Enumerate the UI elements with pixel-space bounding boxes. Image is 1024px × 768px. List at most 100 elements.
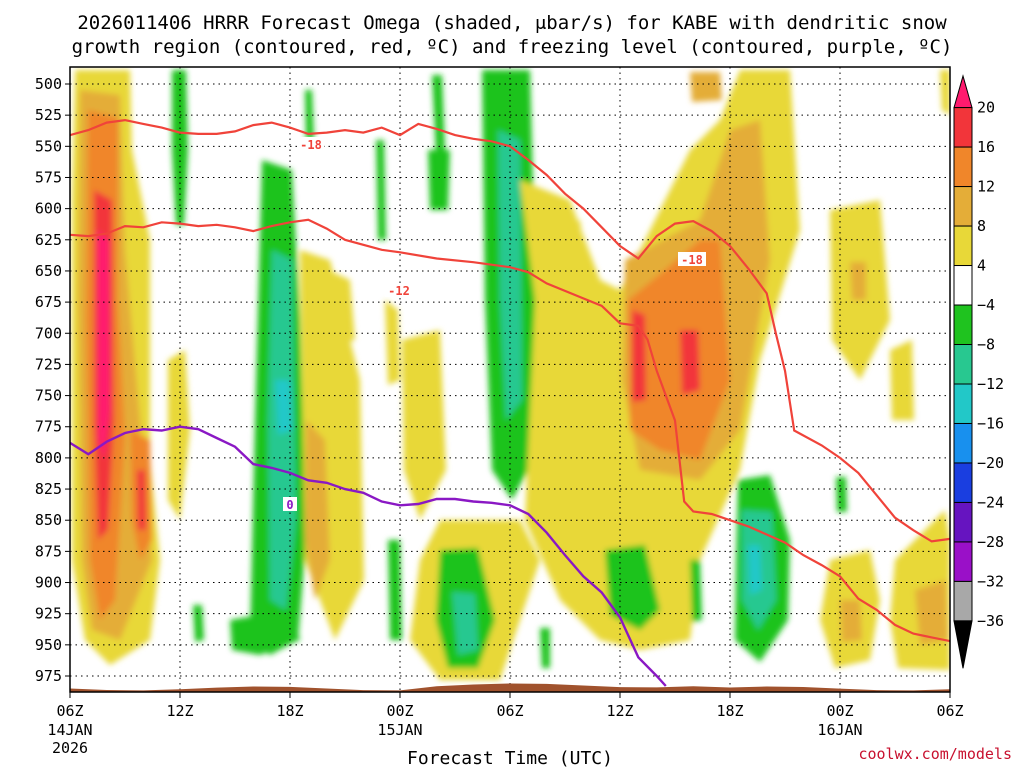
omega-negative-region bbox=[376, 140, 386, 240]
y-tick-label: 575 bbox=[35, 168, 62, 186]
colorbar-segment bbox=[953, 146, 973, 188]
dgz-minus12-label: -12 bbox=[388, 284, 410, 298]
omega-positive-region bbox=[168, 350, 190, 520]
omega-positive-region bbox=[840, 600, 862, 642]
omega-negative-region bbox=[540, 628, 550, 668]
colorbar-label: 20 bbox=[977, 99, 995, 117]
colorbar-segment bbox=[953, 580, 973, 622]
y-tick-label: 775 bbox=[35, 418, 62, 436]
y-tick-label: 950 bbox=[35, 636, 62, 654]
y-tick-label: 750 bbox=[35, 387, 62, 405]
x-tick-date-label: 16JAN bbox=[817, 721, 862, 739]
omega-positive-region bbox=[850, 262, 866, 300]
dgz-minus18-contour bbox=[70, 118, 950, 543]
omega-positive-region bbox=[328, 270, 355, 345]
omega-positive-region bbox=[690, 72, 722, 102]
omega-positive-region bbox=[628, 240, 730, 460]
x-tick-label: 18Z bbox=[716, 702, 743, 720]
x-tick-label: 12Z bbox=[606, 702, 633, 720]
omega-negative-region bbox=[230, 610, 300, 655]
dgz-minus18-label: -18 bbox=[681, 253, 703, 267]
colorbar-segment bbox=[953, 344, 973, 385]
omega-negative-region bbox=[498, 130, 522, 420]
omega-positive-region bbox=[680, 330, 700, 395]
freezing-level-contour bbox=[70, 425, 667, 687]
y-tick-label: 625 bbox=[35, 231, 62, 249]
y-tick-label: 900 bbox=[35, 574, 62, 592]
chart-title-line-2: growth region (contoured, red, ºC) and f… bbox=[72, 36, 953, 58]
x-tick-label: 06Z bbox=[496, 702, 523, 720]
x-tick-date-label: 14JAN bbox=[47, 721, 92, 739]
contour-label-bg bbox=[283, 497, 297, 511]
omega-negative-region bbox=[452, 592, 478, 655]
colorbar-label: 16 bbox=[977, 138, 995, 156]
omega-positive-region bbox=[890, 340, 914, 420]
omega-negative-region bbox=[388, 540, 402, 640]
omega-positive-region bbox=[560, 220, 585, 265]
omega-shading bbox=[72, 70, 950, 680]
y-tick-label: 550 bbox=[35, 137, 62, 155]
colorbar-label: −4 bbox=[977, 296, 995, 314]
y-tick-label: 675 bbox=[35, 293, 62, 311]
x-tick-date-label: 15JAN bbox=[377, 721, 422, 739]
y-tick-label: 725 bbox=[35, 355, 62, 373]
omega-positive-region bbox=[137, 470, 146, 530]
colorbar-segment bbox=[953, 501, 973, 543]
colorbar-label: 12 bbox=[977, 178, 995, 196]
colorbar-label: −8 bbox=[977, 336, 995, 354]
omega-negative-region bbox=[428, 150, 450, 210]
omega-positive-region bbox=[632, 310, 646, 402]
contour-labels: -18 -12 -18 0 bbox=[283, 137, 706, 512]
colorbar-segment bbox=[953, 225, 973, 267]
x-tick-label: 00Z bbox=[386, 702, 413, 720]
colorbar-label: 8 bbox=[977, 217, 986, 235]
y-tick-label: 600 bbox=[35, 200, 62, 218]
colorbar-label: −16 bbox=[977, 414, 1004, 432]
colorbar-label: −36 bbox=[977, 612, 1004, 630]
omega-positive-region bbox=[97, 230, 110, 460]
omega-negative-region bbox=[172, 70, 188, 225]
y-tick-label: 925 bbox=[35, 605, 62, 623]
colorbar-label: −24 bbox=[977, 493, 1004, 511]
contour-label-bg bbox=[678, 252, 706, 266]
y-axis-pressure: 500 525 550 575 600 625 650 675 700 725 750 775 800 8… bbox=[35, 75, 70, 685]
x-tick-label: 00Z bbox=[826, 702, 853, 720]
colorbar-label: −28 bbox=[977, 533, 1004, 551]
y-tick-label: 825 bbox=[35, 480, 62, 498]
omega-negative-region bbox=[305, 90, 314, 140]
omega-positive-region bbox=[402, 330, 446, 520]
contour-label-bg bbox=[385, 283, 413, 297]
omega-positive-region bbox=[940, 70, 950, 115]
y-tick-label: 975 bbox=[35, 667, 62, 685]
x-tick-label: 18Z bbox=[276, 702, 303, 720]
colorbar: 20 16 12 8 4 −4 −8 −12 −16 −20 −24 −28 −32 −36 bbox=[953, 74, 1004, 669]
colorbar-segment bbox=[953, 541, 973, 582]
y-tick-label: 500 bbox=[35, 75, 62, 93]
colorbar-label: −32 bbox=[977, 572, 1004, 590]
x-tick-label: 06Z bbox=[56, 702, 83, 720]
y-tick-label: 650 bbox=[35, 262, 62, 280]
dgz-minus12-contour bbox=[70, 218, 950, 643]
colorbar-bottom-arrow bbox=[953, 620, 973, 669]
colorbar-top-arrow bbox=[953, 74, 973, 109]
colorbar-segment bbox=[953, 383, 973, 424]
colorbar-segment bbox=[953, 186, 973, 227]
dgz-minus18-label: -18 bbox=[300, 138, 322, 152]
colorbar-label: −20 bbox=[977, 454, 1004, 472]
omega-positive-region bbox=[385, 300, 400, 385]
y-tick-label: 850 bbox=[35, 511, 62, 529]
omega-positive-region bbox=[915, 580, 948, 645]
x-tick-label: 12Z bbox=[166, 702, 193, 720]
contour-label-bg bbox=[298, 137, 324, 151]
colorbar-label: −12 bbox=[977, 375, 1004, 393]
chart-title-line-1: 2026011406 HRRR Forecast Omega (shaded, … bbox=[77, 12, 947, 34]
y-tick-label: 875 bbox=[35, 542, 62, 560]
y-tick-label: 800 bbox=[35, 449, 62, 467]
omega-positive-region bbox=[305, 420, 330, 600]
colorbar-segment bbox=[953, 422, 973, 464]
colorbar-segment bbox=[953, 304, 973, 346]
omega-negative-region bbox=[690, 560, 702, 622]
omega-negative-region bbox=[605, 545, 660, 630]
